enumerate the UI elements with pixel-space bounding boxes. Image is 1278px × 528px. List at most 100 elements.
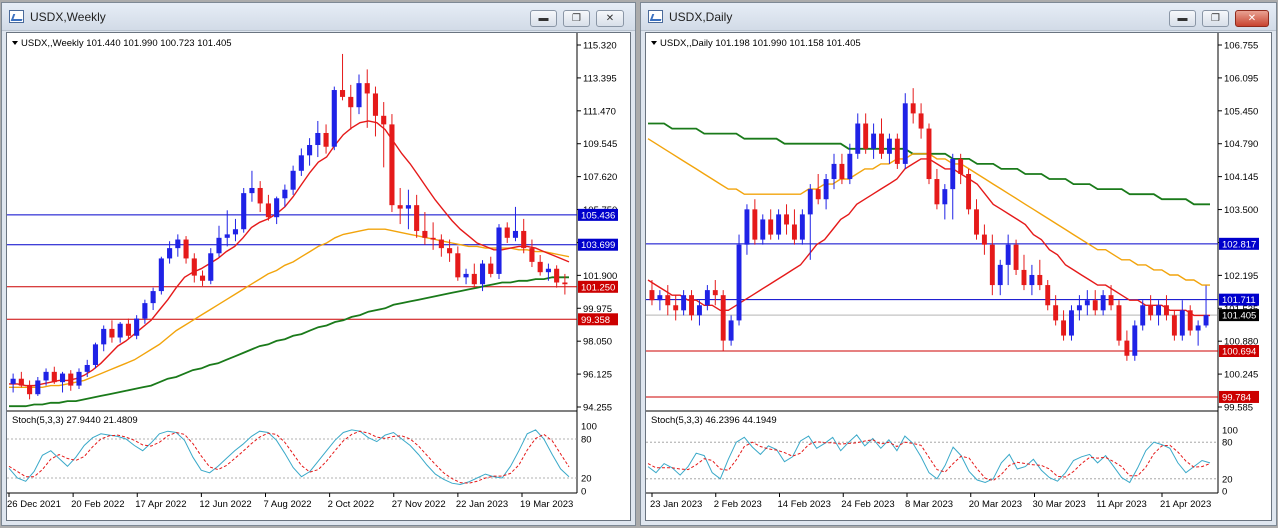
stoch-signal-line	[647, 439, 1211, 482]
candle-body	[974, 209, 979, 235]
candle-body	[1021, 269, 1027, 286]
close-button[interactable]: ✕	[1235, 10, 1269, 27]
candle-body	[290, 170, 296, 190]
window-title: USDX,Weekly	[30, 10, 106, 24]
candle-body	[1053, 305, 1059, 321]
candle-body	[241, 193, 247, 230]
price-tag-label: 99.784	[1222, 392, 1251, 403]
candle-body	[1179, 310, 1185, 336]
close-icon: ✕	[1247, 13, 1257, 24]
candle-body	[488, 263, 494, 274]
chart-canvas[interactable]: 115.320113.395111.470109.545107.620105.7…	[6, 32, 631, 521]
candle-body	[855, 123, 861, 154]
price-tick-label: 96.125	[583, 370, 612, 381]
chart-svg[interactable]: 106.755 106.095 105.450 104.790 104.145 103.5…	[646, 33, 1272, 521]
candle-body	[447, 248, 453, 254]
candle-body	[950, 158, 956, 190]
candle-body	[84, 364, 90, 372]
candle-body	[1116, 305, 1122, 341]
chart-canvas[interactable]: 106.755 106.095 105.450 104.790 104.145 103.5…	[645, 32, 1272, 521]
candle-body	[760, 219, 766, 240]
chart-info-label: USDX,,Weekly 101.440 101.990 100.723 101…	[21, 38, 232, 49]
price-tick-label: 99.585	[1224, 403, 1253, 414]
candle-body	[479, 263, 486, 285]
candle-body	[728, 320, 734, 341]
candle-body	[92, 344, 99, 365]
candle-body	[696, 305, 702, 316]
stoch-tick-label: 0	[1222, 487, 1227, 498]
restore-button[interactable]: ❐	[563, 10, 590, 27]
candle-body	[372, 93, 379, 116]
restore-button[interactable]: ❐	[1202, 10, 1229, 27]
price-tag-label: 101.250	[581, 282, 615, 293]
title-bar[interactable]: USDX,Daily ▬ ❐ ✕	[641, 3, 1276, 31]
time-tick-label: 20 Mar 2023	[969, 499, 1022, 510]
candle-body	[665, 295, 671, 306]
stoch-label: Stoch(5,3,3) 27.9440 21.4809	[12, 415, 138, 426]
time-tick-label: 2 Feb 2023	[714, 499, 762, 510]
title-bar[interactable]: USDX,Weekly ▬ ❐ ✕	[2, 3, 635, 31]
price-tick-label: 113.395	[583, 73, 617, 84]
candle-body	[339, 90, 346, 97]
moving-average-mid	[9, 228, 570, 388]
price-tag-label: 99.358	[581, 315, 610, 326]
candle-body	[397, 205, 403, 209]
time-tick-label: 12 Jun 2022	[199, 499, 251, 510]
candle-body	[208, 253, 214, 281]
candle-body	[752, 209, 758, 240]
price-tick-label: 100.880	[1224, 337, 1258, 348]
restore-icon: ❐	[572, 13, 581, 24]
candle-body	[438, 239, 444, 249]
candle-body	[430, 237, 436, 240]
candle-body	[471, 273, 477, 285]
candle-body	[364, 83, 370, 94]
candle-body	[879, 133, 884, 154]
candle-body	[1069, 310, 1074, 336]
stoch-tick-label: 0	[581, 487, 586, 498]
stoch-tick-label: 80	[581, 435, 592, 446]
candle-body	[134, 318, 140, 336]
time-tick-label: 27 Nov 2022	[392, 499, 446, 510]
minimize-button[interactable]: ▬	[1169, 10, 1196, 27]
price-tick-label: 94.255	[583, 403, 612, 414]
stoch-tick-label: 100	[1222, 426, 1238, 437]
chart-window-weekly[interactable]: USDX,Weekly ▬ ❐ ✕ 115.320 113.395 111.470 1…	[1, 2, 636, 526]
candle-body	[537, 261, 543, 273]
candle-body	[934, 179, 940, 205]
candle-body	[902, 103, 908, 164]
chart-window-daily[interactable]: USDX,Daily ▬ ❐ ✕ 106.755 106.095 105.450 10…	[640, 2, 1277, 526]
stoch-tick-label: 80	[1222, 438, 1233, 449]
candle-body	[199, 275, 206, 281]
time-tick-label: 2 Oct 2022	[328, 499, 374, 510]
candle-body	[125, 323, 131, 336]
chart-svg[interactable]: 115.320113.395111.470109.545107.620105.7…	[7, 33, 631, 521]
close-button[interactable]: ✕	[596, 10, 624, 27]
candle-body	[1076, 305, 1082, 311]
candle-body	[249, 187, 255, 194]
candle-body	[455, 253, 461, 278]
time-tick-label: 22 Jan 2023	[456, 499, 508, 510]
candle-body	[117, 323, 123, 338]
price-tick-label: 109.545	[583, 139, 617, 150]
candle-body	[1061, 320, 1067, 336]
candle-body	[871, 133, 877, 149]
price-tag	[578, 313, 618, 326]
candle-body	[1037, 274, 1043, 286]
price-tick-label: 106.755	[1224, 41, 1258, 52]
price-tick-label: 99.975	[583, 304, 612, 315]
minimize-button[interactable]: ▬	[530, 10, 557, 27]
candle-body	[1005, 244, 1011, 265]
time-tick-label: 23 Jan 2023	[650, 499, 702, 510]
stoch-main-line	[8, 429, 570, 486]
candle-body	[1203, 315, 1209, 326]
candle-body	[942, 189, 948, 205]
candle-body	[27, 385, 33, 395]
candle-body	[257, 187, 263, 204]
candle-body	[886, 138, 892, 154]
price-tag	[578, 208, 618, 221]
candle-body	[704, 290, 710, 306]
candle-body	[926, 128, 932, 180]
candle-body	[405, 205, 411, 209]
candle-body	[348, 96, 354, 108]
candle-body	[1045, 285, 1051, 306]
